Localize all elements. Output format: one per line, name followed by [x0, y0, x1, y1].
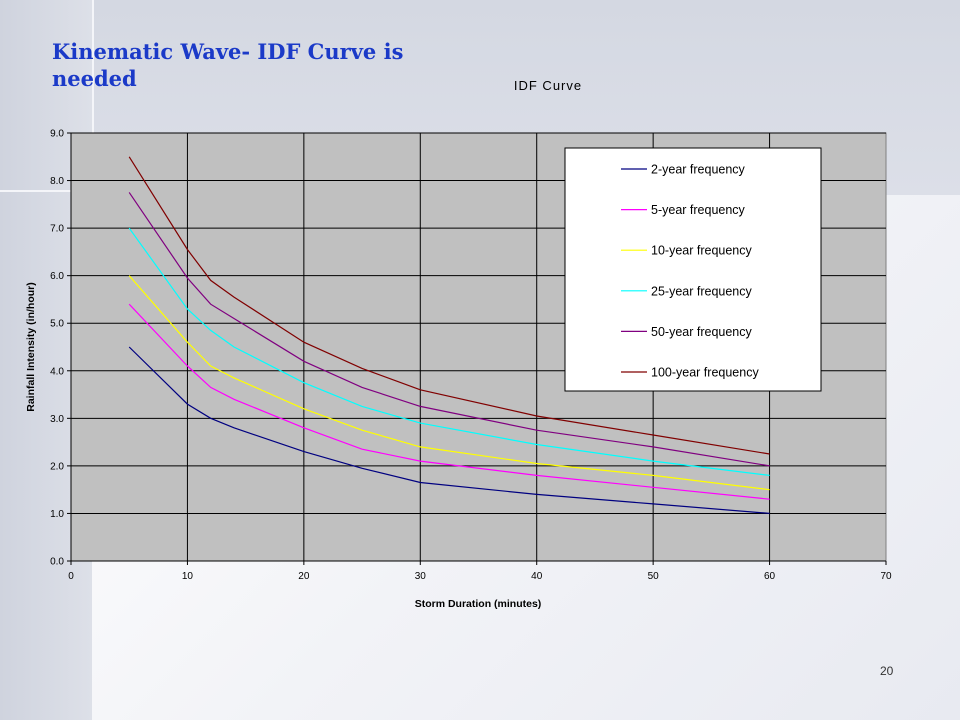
series-line-2-year-frequency — [128, 346, 770, 514]
legend-label-50-year-frequency: 50-year frequency — [651, 325, 753, 339]
y-tick-label: 4.0 — [50, 366, 64, 377]
x-axis-label: Storm Duration (minutes) — [415, 598, 542, 610]
y-axis-ticks: 0.0 1.0 2.0 3.0 4.0 5.0 6.0 7.0 8.0 9.0 — [50, 129, 71, 568]
legend-label-2-year-frequency: 2-year frequency — [651, 163, 746, 177]
x-axis-ticks: 0 10 20 30 40 50 60 70 — [68, 561, 892, 582]
y-tick-label: 7.0 — [50, 224, 64, 235]
x-tick-label: 60 — [764, 571, 776, 582]
y-tick-label: 3.0 — [50, 414, 64, 425]
series-line-5-year-frequency — [128, 303, 770, 500]
x-tick-label: 0 — [68, 571, 74, 582]
grid-lines — [70, 132, 886, 562]
x-tick-label: 10 — [182, 571, 194, 582]
y-tick-label: 1.0 — [50, 509, 64, 520]
legend-label-25-year-frequency: 25-year frequency — [651, 284, 753, 298]
slide-title: Kinematic Wave- IDF Curve is needed — [52, 39, 404, 91]
y-tick-label: 2.0 — [50, 461, 64, 472]
y-axis-label: Rainfall Intensity (in/hour) — [25, 282, 37, 412]
series-lines — [128, 156, 770, 514]
x-tick-label: 50 — [648, 571, 660, 582]
series-line-100-year-frequency — [128, 156, 770, 455]
y-tick-label: 5.0 — [50, 319, 64, 330]
legend-label-100-year-frequency: 100-year frequency — [651, 366, 759, 380]
legend-label-10-year-frequency: 10-year frequency — [651, 244, 753, 258]
series-line-25-year-frequency — [128, 227, 770, 476]
y-tick-label: 0.0 — [50, 557, 64, 568]
chart-title: IDF Curve — [514, 78, 582, 93]
y-tick-label: 6.0 — [50, 271, 64, 282]
x-tick-label: 70 — [880, 571, 892, 582]
y-tick-label: 9.0 — [50, 129, 64, 140]
x-tick-label: 40 — [531, 571, 543, 582]
background-divider-vertical — [92, 0, 94, 195]
y-tick-label: 8.0 — [50, 176, 64, 187]
background-divider-horizontal — [0, 190, 92, 192]
series-line-50-year-frequency — [128, 192, 770, 467]
x-tick-label: 20 — [298, 571, 310, 582]
legend-box — [564, 147, 822, 392]
x-tick-label: 30 — [415, 571, 427, 582]
chart-legend: 2-year frequency 5-year frequency 10-year … — [564, 147, 822, 392]
legend-label-5-year-frequency: 5-year frequency — [651, 203, 746, 217]
page-number: 20 — [880, 664, 894, 678]
series-line-10-year-frequency — [128, 275, 770, 491]
